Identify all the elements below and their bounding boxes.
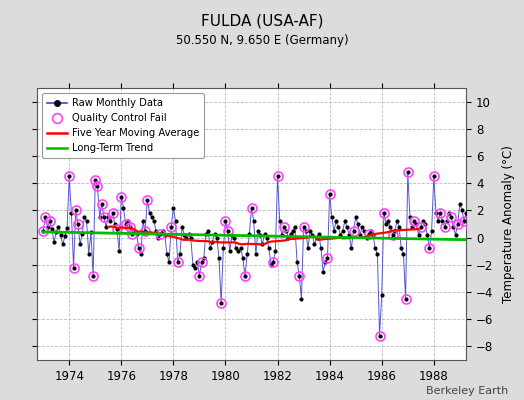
Y-axis label: Temperature Anomaly (°C): Temperature Anomaly (°C): [502, 145, 515, 303]
Text: 50.550 N, 9.650 E (Germany): 50.550 N, 9.650 E (Germany): [176, 34, 348, 47]
Text: Berkeley Earth: Berkeley Earth: [426, 386, 508, 396]
Legend: Raw Monthly Data, Quality Control Fail, Five Year Moving Average, Long-Term Tren: Raw Monthly Data, Quality Control Fail, …: [42, 93, 204, 158]
Text: FULDA (USA-AF): FULDA (USA-AF): [201, 14, 323, 29]
